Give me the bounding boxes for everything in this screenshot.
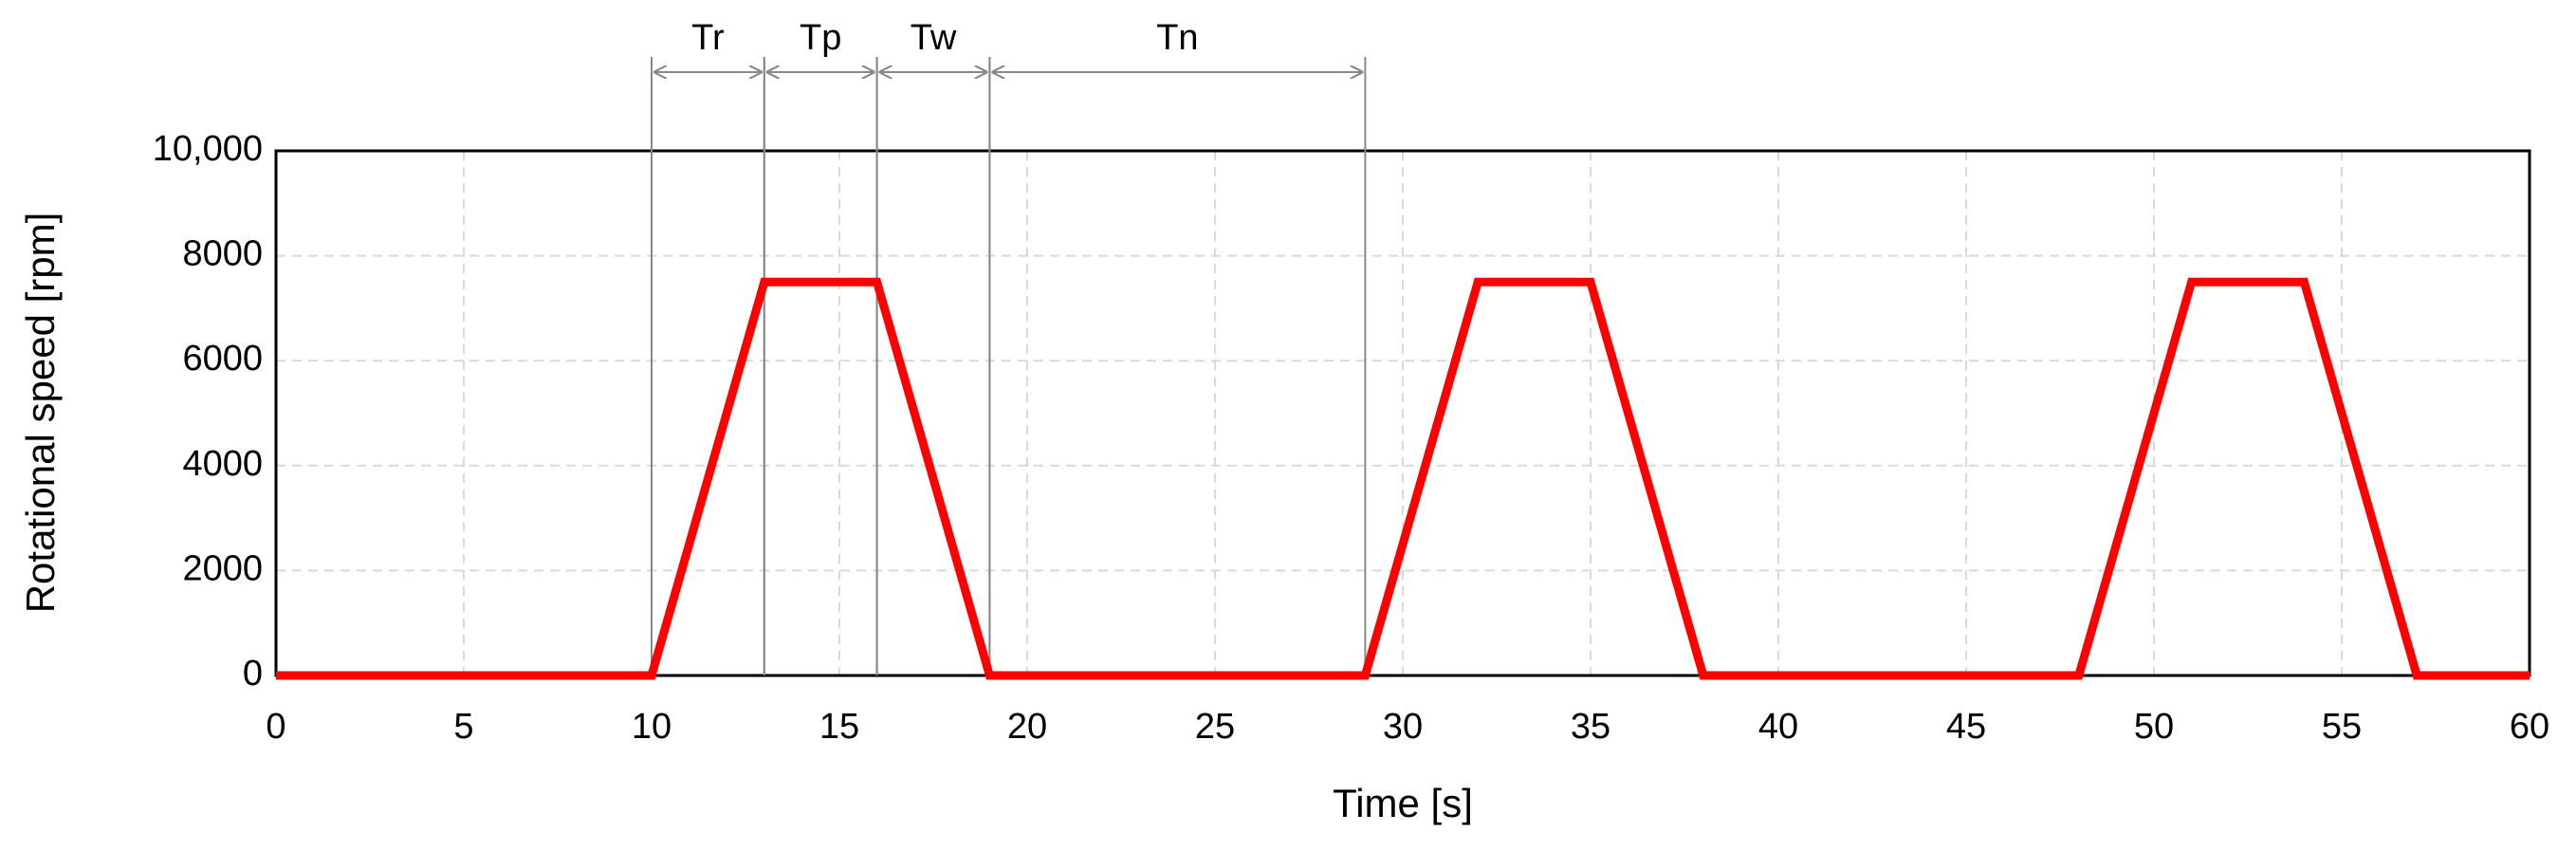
y-tick-label: 8000 <box>182 234 263 274</box>
x-tick-label: 60 <box>2510 707 2549 747</box>
x-tick-label: 55 <box>2322 707 2362 747</box>
annotation-label: Tr <box>691 18 725 58</box>
annotation-label: Tw <box>911 18 957 58</box>
x-tick-label: 15 <box>819 707 859 747</box>
x-tick-label: 30 <box>1383 707 1423 747</box>
annotation-label: Tp <box>800 18 841 58</box>
x-tick-label: 45 <box>1946 707 1986 747</box>
y-tick-label: 6000 <box>182 339 263 379</box>
x-tick-label: 5 <box>453 707 473 747</box>
x-tick-label: 0 <box>266 707 285 747</box>
annotation-label: Tn <box>1156 18 1198 58</box>
y-tick-label: 2000 <box>182 548 263 588</box>
plot-border <box>274 149 2531 677</box>
x-tick-label: 40 <box>1758 707 1798 747</box>
y-axis-title: Rotational speed [rpm] <box>18 213 63 614</box>
x-tick-label: 25 <box>1195 707 1235 747</box>
x-tick-label: 35 <box>1571 707 1610 747</box>
y-tick-label: 4000 <box>182 444 263 484</box>
x-axis-title: Time [s] <box>1333 781 1473 825</box>
y-tick-label: 0 <box>243 654 263 694</box>
x-tick-label: 50 <box>2134 707 2174 747</box>
y-tick-label: 10,000 <box>153 129 263 169</box>
data-line <box>276 277 2530 680</box>
x-tick-label: 20 <box>1007 707 1047 747</box>
x-tick-label: 10 <box>632 707 672 747</box>
